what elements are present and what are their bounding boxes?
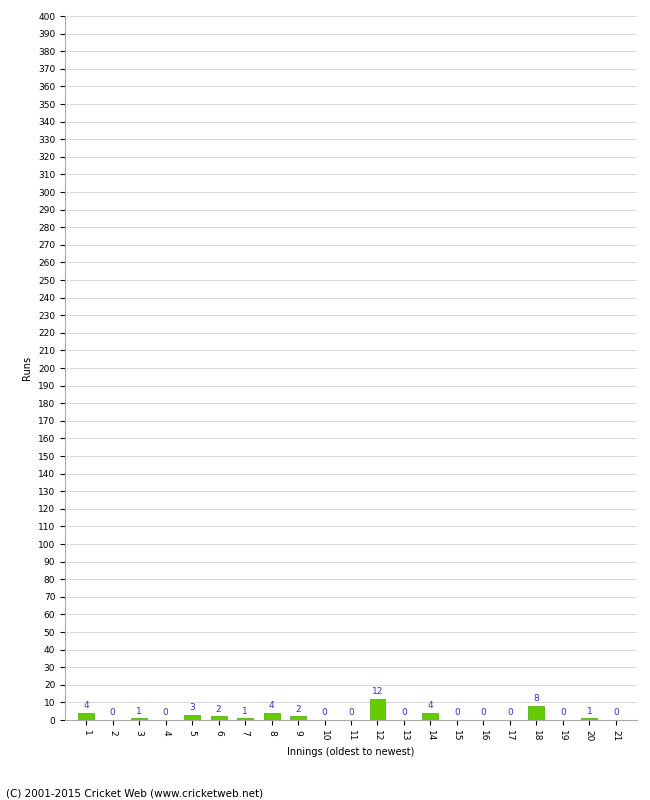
X-axis label: Innings (oldest to newest): Innings (oldest to newest) [287, 746, 415, 757]
Text: 8: 8 [534, 694, 540, 703]
Bar [131, 718, 147, 720]
Text: 0: 0 [454, 708, 460, 718]
Text: 4: 4 [83, 702, 89, 710]
Text: 1: 1 [136, 706, 142, 715]
Text: 0: 0 [348, 708, 354, 718]
Text: 0: 0 [110, 708, 116, 718]
Bar [184, 714, 200, 720]
Text: (C) 2001-2015 Cricket Web (www.cricketweb.net): (C) 2001-2015 Cricket Web (www.cricketwe… [6, 789, 264, 798]
Text: 0: 0 [322, 708, 328, 718]
Text: 0: 0 [560, 708, 566, 718]
Bar [264, 713, 280, 720]
Y-axis label: Runs: Runs [23, 356, 32, 380]
Text: 0: 0 [613, 708, 619, 718]
Bar [370, 699, 385, 720]
Bar [78, 713, 94, 720]
Text: 1: 1 [586, 706, 592, 715]
Text: 12: 12 [372, 687, 383, 696]
Bar [211, 717, 227, 720]
Text: 4: 4 [268, 702, 274, 710]
Text: 2: 2 [216, 705, 222, 714]
Text: 0: 0 [162, 708, 168, 718]
Text: 3: 3 [189, 703, 195, 712]
Text: 0: 0 [507, 708, 513, 718]
Text: 0: 0 [480, 708, 486, 718]
Bar [237, 718, 253, 720]
Text: 2: 2 [295, 705, 301, 714]
Text: 1: 1 [242, 706, 248, 715]
Bar [528, 706, 544, 720]
Bar [290, 717, 306, 720]
Bar [422, 713, 438, 720]
Bar [581, 718, 597, 720]
Text: 0: 0 [401, 708, 407, 718]
Text: 4: 4 [428, 702, 434, 710]
